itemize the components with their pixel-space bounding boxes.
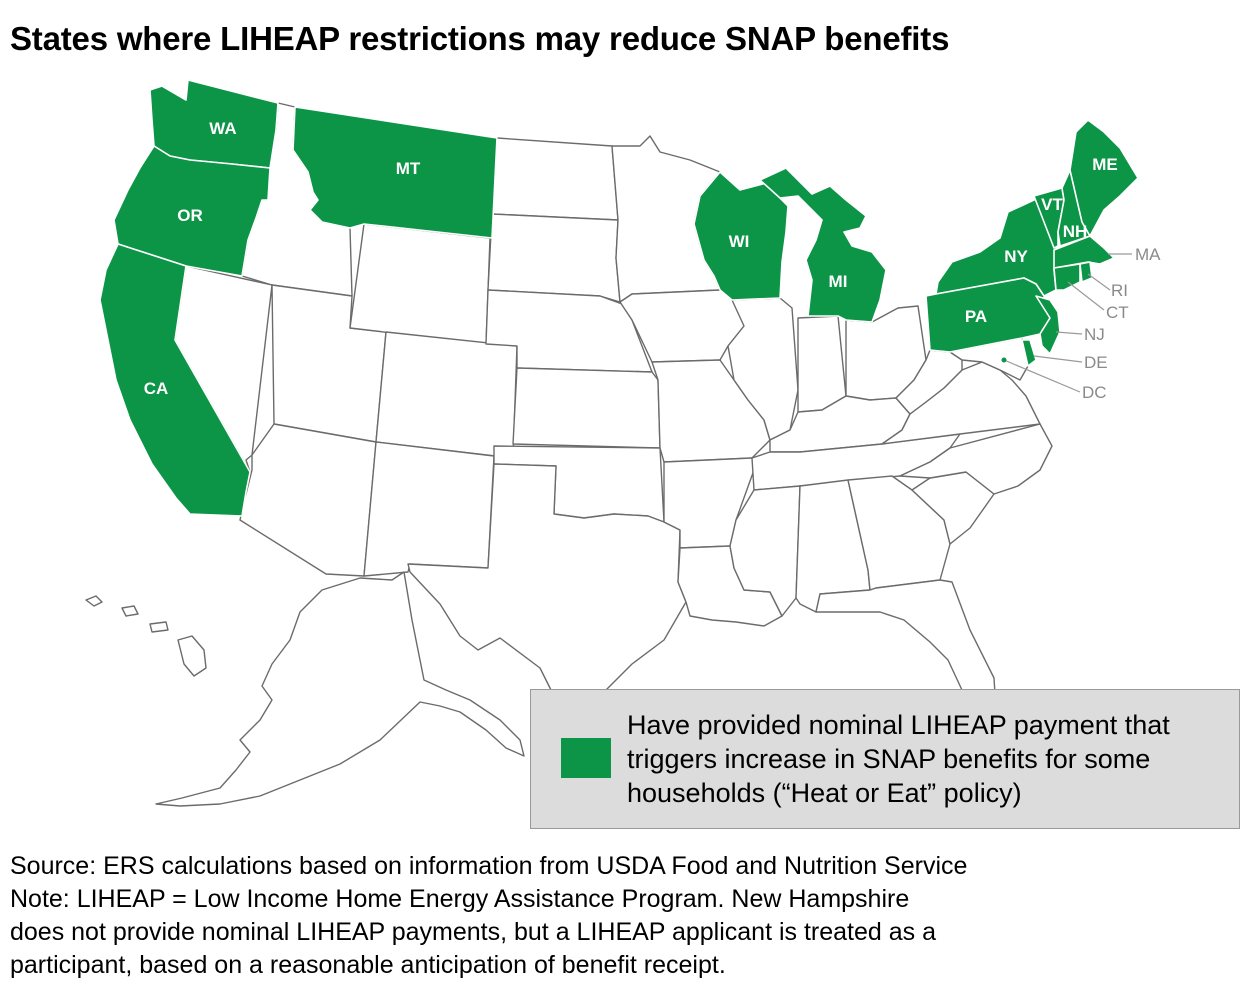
state-GA[interactable] [847, 475, 951, 591]
label-dc: DC [1082, 383, 1107, 402]
label-pa: PA [965, 307, 987, 326]
map-title: States where LIHEAP restrictions may red… [10, 20, 950, 57]
state-NC[interactable] [899, 423, 1053, 495]
state-CA[interactable] [99, 243, 251, 517]
label-ny: NY [1004, 247, 1028, 266]
legend-swatch-selected [561, 738, 611, 778]
label-ca: CA [144, 379, 169, 398]
label-nj: NJ [1084, 325, 1105, 344]
map-legend: Have provided nominal LIHEAP payment tha… [530, 689, 1240, 829]
state-SD[interactable] [487, 213, 621, 303]
state-NM[interactable] [363, 441, 495, 577]
label-nh: NH [1063, 222, 1088, 241]
legend-text: Have provided nominal LIHEAP payment tha… [627, 710, 1170, 808]
label-de: DE [1084, 353, 1108, 372]
state-HI-1[interactable] [85, 595, 103, 607]
state-MT[interactable] [292, 106, 498, 239]
state-NJ[interactable] [1035, 295, 1061, 355]
state-HI-2[interactable] [121, 605, 139, 617]
us-states-map: WA OR CA MT WI MI NY PA VT NH ME MA RI C… [85, 79, 1161, 807]
leader-ct [1067, 281, 1105, 311]
label-wi: WI [729, 232, 750, 251]
label-ri: RI [1111, 281, 1128, 300]
callout-labels: MA RI CT NJ DE DC [1001, 245, 1161, 402]
label-mt: MT [396, 159, 421, 178]
highlighted-states [99, 79, 1139, 517]
source-notes: Source: ERS calculations based on inform… [10, 850, 1250, 982]
dc-marker [1001, 357, 1007, 363]
state-IN[interactable] [797, 315, 847, 413]
state-CO[interactable] [375, 331, 518, 459]
state-HI-3[interactable] [149, 621, 169, 633]
leader-nj [1055, 331, 1083, 335]
state-AZ[interactable] [239, 423, 377, 577]
alaska-hawaii-inset [85, 571, 525, 807]
note-line-3: participant, based on a reasonable antic… [10, 951, 726, 979]
leader-de [1033, 355, 1083, 363]
state-ME[interactable] [1069, 119, 1139, 237]
state-labels: WA OR CA MT WI MI NY PA VT NH ME [144, 119, 1118, 398]
state-IL[interactable] [727, 297, 799, 441]
state-HI-4[interactable] [177, 635, 207, 677]
label-or: OR [177, 206, 203, 225]
state-CT[interactable] [1053, 263, 1081, 291]
state-RI[interactable] [1079, 261, 1093, 283]
source-line: Source: ERS calculations based on inform… [10, 852, 968, 880]
label-ct: CT [1106, 303, 1129, 322]
label-wa: WA [209, 119, 236, 138]
note-line-2: does not provide nominal LIHEAP payments… [10, 918, 937, 946]
label-mi: MI [829, 272, 848, 291]
state-DE[interactable] [1021, 339, 1037, 367]
note-line-1: Note: LIHEAP = Low Income Home Energy As… [10, 885, 910, 913]
state-WY[interactable] [349, 223, 491, 345]
unselected-states [174, 102, 1053, 737]
label-me: ME [1092, 155, 1118, 174]
state-KS[interactable] [512, 367, 661, 449]
label-vt: VT [1041, 195, 1063, 214]
state-MI[interactable] [759, 167, 887, 323]
leader-ri [1087, 273, 1111, 291]
state-OR[interactable] [113, 145, 271, 277]
state-ND[interactable] [491, 137, 619, 221]
state-AK[interactable] [155, 571, 525, 807]
label-ma: MA [1135, 245, 1161, 264]
leader-dc [1003, 359, 1081, 393]
